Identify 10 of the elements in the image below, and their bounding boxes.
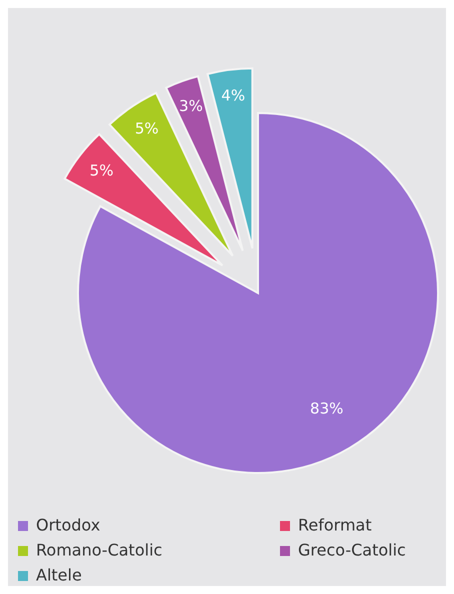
data-label: 5% xyxy=(90,162,114,180)
legend-label: Romano-Catolic xyxy=(36,540,162,560)
data-label: 83% xyxy=(310,399,344,418)
legend-label: Reformat xyxy=(298,515,372,534)
data-label: 4% xyxy=(221,86,246,105)
data-label: 3% xyxy=(179,96,203,115)
legend-label: Altele xyxy=(36,565,82,584)
legend-label: Ortodox xyxy=(36,515,100,534)
data-label: 5% xyxy=(134,119,159,138)
legend-label: Greco-Catolic xyxy=(298,540,406,560)
